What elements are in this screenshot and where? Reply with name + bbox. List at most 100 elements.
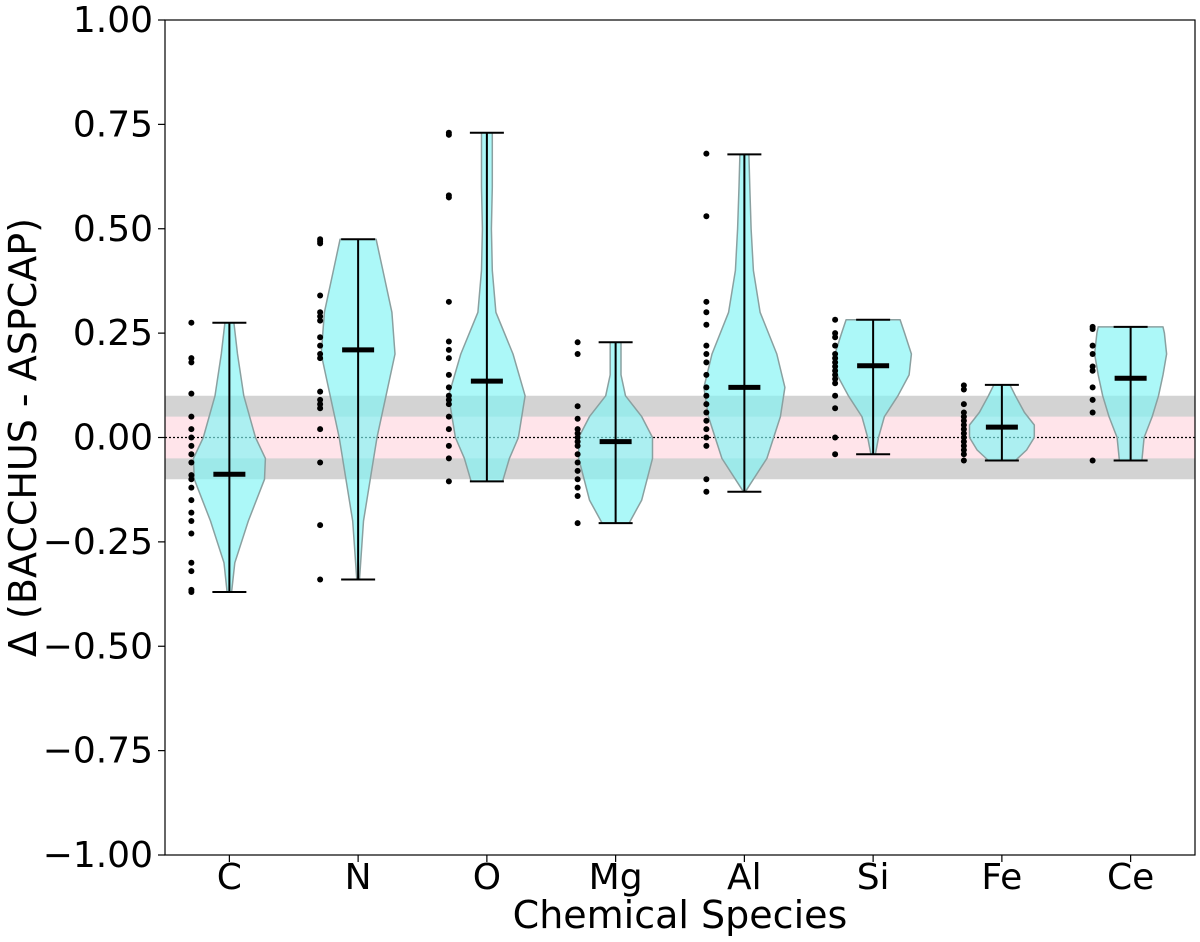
x-tick-label-C: C [217,857,242,898]
violin-Ce [1093,325,1168,462]
point-Si-12 [832,392,839,399]
point-Si-7 [832,363,839,370]
scatter-points [188,129,1096,595]
point-Al-13 [703,417,710,424]
point-O-9 [445,384,452,391]
point-Al-2 [703,298,710,305]
x-tick-label-O: O [473,857,501,898]
point-N-4 [317,309,324,316]
point-Al-6 [703,351,710,357]
point-O-7 [445,355,452,362]
x-tick-label-Si: Si [857,857,890,898]
point-Si-15 [832,451,839,458]
y-tick-label: 0.75 [73,104,153,145]
point-C-13 [188,497,195,504]
point-N-3 [317,292,324,299]
point-C-5 [188,426,195,433]
point-Fe-13 [960,451,967,458]
x-tick-label-N: N [345,857,372,898]
point-Fe-12 [960,447,967,454]
point-Al-15 [703,434,710,441]
point-O-11 [445,396,452,403]
point-Mg-7 [574,438,581,445]
point-Fe-10 [960,438,967,445]
point-C-4 [188,413,195,420]
point-Al-12 [703,409,710,416]
point-Mg-14 [574,492,581,499]
pink-band [165,416,1195,459]
point-N-13 [317,401,324,408]
point-Al-11 [703,401,710,408]
point-N-16 [317,459,324,466]
y-tick-label: −0.25 [43,522,153,563]
point-N-7 [317,334,324,341]
point-Ce-2 [1089,342,1096,349]
point-Mg-5 [574,430,581,437]
violin-Fe [968,383,1036,462]
point-Al-5 [703,342,710,349]
point-Fe-0 [960,382,967,389]
point-Al-0 [703,150,710,157]
point-Ce-5 [1089,367,1096,374]
point-Si-14 [832,434,839,441]
x-tick-label-Fe: Fe [981,857,1022,898]
point-Mg-2 [574,403,581,410]
point-N-18 [317,576,324,583]
point-Si-10 [832,376,839,383]
violins [192,131,1168,593]
point-N-14 [317,405,324,412]
point-Fe-2 [960,401,967,408]
point-C-17 [188,559,195,566]
x-axis-title: Chemical Species [513,893,848,937]
point-O-8 [445,371,452,378]
point-Mg-9 [574,451,581,458]
point-Al-1 [703,213,710,220]
violin-Al [703,153,786,493]
point-Mg-10 [574,459,581,466]
point-C-11 [188,476,195,483]
point-Mg-12 [574,476,581,483]
point-C-0 [188,319,195,326]
point-N-15 [317,426,324,433]
violin-Mg [577,341,654,525]
point-Mg-11 [574,467,581,474]
point-O-6 [445,346,452,353]
point-Si-13 [832,405,839,412]
point-Mg-6 [574,434,581,441]
point-C-18 [188,568,195,575]
point-C-8 [188,451,195,458]
point-Si-8 [832,367,839,374]
point-Ce-6 [1089,384,1096,391]
point-Al-17 [703,476,710,483]
violin-C [192,321,267,593]
point-Si-0 [832,316,839,323]
point-Si-5 [832,355,839,362]
point-C-20 [188,588,195,595]
point-Al-8 [703,371,710,378]
point-Fe-11 [960,442,967,449]
y-tick-label: 0.25 [73,313,153,354]
point-Fe-7 [960,426,967,433]
point-N-10 [317,355,324,362]
point-C-16 [188,530,195,537]
point-Al-16 [703,442,710,449]
point-Fe-14 [960,457,967,464]
point-N-5 [317,313,324,320]
violin-O [447,131,526,483]
point-Mg-4 [574,426,581,433]
point-Al-4 [703,321,710,328]
point-N-11 [317,388,324,395]
point-Fe-6 [960,421,967,428]
point-O-5 [445,338,452,345]
point-Al-7 [703,359,710,366]
point-O-16 [445,455,452,462]
point-Al-9 [703,384,710,391]
point-C-10 [188,472,195,479]
point-N-8 [317,342,324,349]
point-C-9 [188,459,195,466]
point-N-17 [317,522,324,529]
point-Al-3 [703,309,710,316]
point-C-6 [188,434,195,441]
point-Fe-9 [960,434,967,441]
